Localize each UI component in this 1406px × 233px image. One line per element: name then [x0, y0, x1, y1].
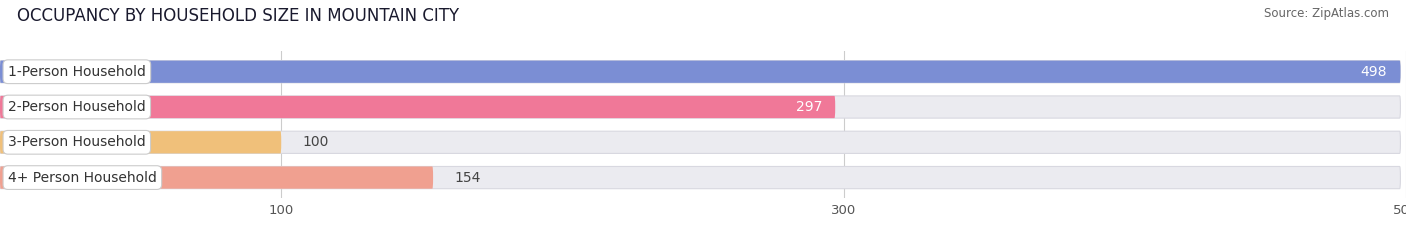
Text: 2-Person Household: 2-Person Household	[8, 100, 146, 114]
Text: 100: 100	[302, 135, 329, 149]
Text: 154: 154	[454, 171, 481, 185]
FancyBboxPatch shape	[0, 166, 1400, 189]
Text: 297: 297	[796, 100, 823, 114]
FancyBboxPatch shape	[0, 96, 835, 118]
FancyBboxPatch shape	[0, 131, 1400, 153]
Text: 1-Person Household: 1-Person Household	[8, 65, 146, 79]
Text: OCCUPANCY BY HOUSEHOLD SIZE IN MOUNTAIN CITY: OCCUPANCY BY HOUSEHOLD SIZE IN MOUNTAIN …	[17, 7, 458, 25]
FancyBboxPatch shape	[0, 166, 433, 189]
FancyBboxPatch shape	[0, 61, 1400, 83]
Text: Source: ZipAtlas.com: Source: ZipAtlas.com	[1264, 7, 1389, 20]
Text: 498: 498	[1361, 65, 1388, 79]
FancyBboxPatch shape	[0, 61, 1400, 83]
FancyBboxPatch shape	[0, 96, 1400, 118]
Text: 3-Person Household: 3-Person Household	[8, 135, 146, 149]
FancyBboxPatch shape	[0, 131, 281, 153]
Text: 4+ Person Household: 4+ Person Household	[8, 171, 157, 185]
